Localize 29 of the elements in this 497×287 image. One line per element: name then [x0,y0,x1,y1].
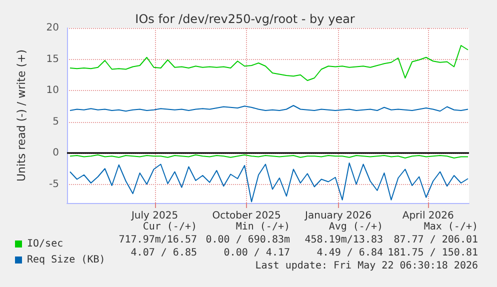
y-tick-label: 20 [46,22,59,34]
x-tick-label: April 2026 [402,210,454,222]
legend-label: Req Size (KB) [27,254,106,266]
text: 4.07 / 6.85 [130,248,198,258]
y-tick-label: 0 [52,148,59,158]
legend-label: IO/sec [27,238,64,250]
text: Max (-/+) [424,222,478,232]
y-tick-label: -5 [49,178,59,190]
x-tick-label: July 2025 [130,210,178,222]
text: 458.19m/13.83 [304,234,384,246]
text: 0.00 / 690.83m [206,234,290,246]
text: Last update: Fri May 22 06:30:18 2026 [255,260,478,272]
line-series [69,45,469,81]
text: 4.49 / 6.84 [316,248,384,258]
y-tick-label: 15 [46,54,59,65]
text: Avg (-/+) [328,222,384,232]
y-tick-label: 5 [52,116,59,128]
text: 717.97m/16.57 [118,234,198,246]
x-tick-label: January 2026 [304,210,372,222]
chart-title: IOs for /dev/rev250-vg/root - by year [135,12,355,26]
line-series [69,162,469,202]
y-axis-title: Units read (-) / write (+) [15,49,28,182]
x-tick-label: October 2025 [212,210,281,222]
text: 181.75 / 150.81 [388,248,478,258]
y-tick-label: 10 [46,85,59,96]
text: Min (-/+) [236,222,290,232]
text: Cur (-/+) [142,222,198,232]
text: 0.00 / 4.17 [224,248,290,258]
text: 87.77 / 206.01 [394,234,478,246]
